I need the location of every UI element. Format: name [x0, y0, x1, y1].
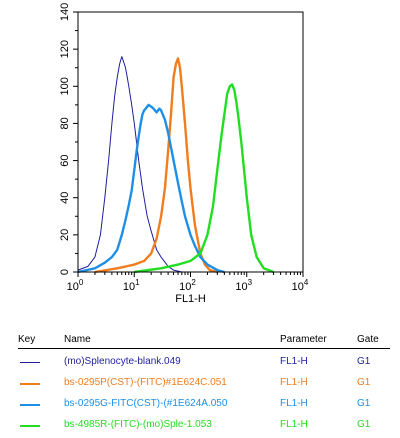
series-line-4 [134, 83, 275, 274]
key-row-parameter: FL1-H [280, 377, 308, 388]
key-row-name: bs-0295G-FITC(CST)-(#1E624A.050 [64, 398, 228, 409]
key-rows: (mo)Splenocyte-blank.049 FL1-H G1 bs-0295P(… [18, 353, 390, 437]
legend-key-table: Key Name Parameter Gate (mo)Splenocyte-b… [18, 334, 390, 437]
key-row-gate: G1 [357, 419, 371, 430]
key-swatch [20, 383, 40, 385]
x-axis-title: FL1-H [175, 293, 206, 305]
x-tick-label: 100 [67, 278, 84, 293]
y-tick-label: 140 [59, 3, 71, 21]
y-tick-label: 60 [59, 154, 71, 166]
histogram-chart: 0 20 40 60 80 100 120 140 100 101 102 103 104 FL1-H [59, 3, 309, 305]
key-row-parameter: FL1-H [280, 419, 308, 430]
plot-series [77, 56, 275, 274]
x-tick-label: 101 [123, 278, 140, 293]
key-row-gate: G1 [357, 377, 371, 388]
key-row-gate: G1 [357, 398, 371, 409]
key-swatch [20, 404, 40, 406]
key-row: (mo)Splenocyte-blank.049 FL1-H G1 [18, 353, 390, 374]
key-swatch [20, 362, 40, 363]
header-name: Name [64, 334, 91, 345]
y-tick-label: 100 [59, 77, 71, 95]
key-swatch [20, 425, 40, 427]
y-tick-label: 20 [59, 229, 71, 241]
series-line-3 [77, 103, 225, 274]
key-row-name: bs-0295P(CST)-(FITC)#1E624C.051 [64, 377, 227, 388]
series-line-2 [94, 57, 218, 274]
x-tick-label: 104 [292, 278, 309, 293]
x-axis: 100 101 102 103 104 [67, 272, 309, 293]
key-row-name: (mo)Splenocyte-blank.049 [64, 356, 181, 367]
x-tick-label: 102 [179, 278, 196, 293]
key-row: bs-0295P(CST)-(FITC)#1E624C.051 FL1-H G1 [18, 374, 390, 395]
y-tick-label: 120 [59, 40, 71, 58]
key-row-name: bs-4985R-(FITC)-(mo)Sple-1.053 [64, 419, 212, 430]
y-axis: 0 20 40 60 80 100 120 140 [59, 3, 78, 275]
header-gate: Gate [357, 334, 379, 345]
key-row: bs-0295G-FITC(CST)-(#1E624A.050 FL1-H G1 [18, 395, 390, 416]
header-parameter: Parameter [280, 334, 327, 345]
y-tick-label: 80 [59, 117, 71, 129]
key-row: bs-4985R-(FITC)-(mo)Sple-1.053 FL1-H G1 [18, 416, 390, 437]
key-table-header: Key Name Parameter Gate [18, 334, 390, 347]
y-tick-label: 40 [59, 192, 71, 204]
key-row-parameter: FL1-H [280, 356, 308, 367]
key-row-parameter: FL1-H [280, 398, 308, 409]
header-divider [18, 348, 390, 349]
y-tick-label: 0 [59, 269, 71, 275]
series-line-1 [77, 56, 191, 273]
header-key: Key [18, 334, 36, 345]
x-tick-label: 103 [235, 278, 252, 293]
key-row-gate: G1 [357, 356, 371, 367]
